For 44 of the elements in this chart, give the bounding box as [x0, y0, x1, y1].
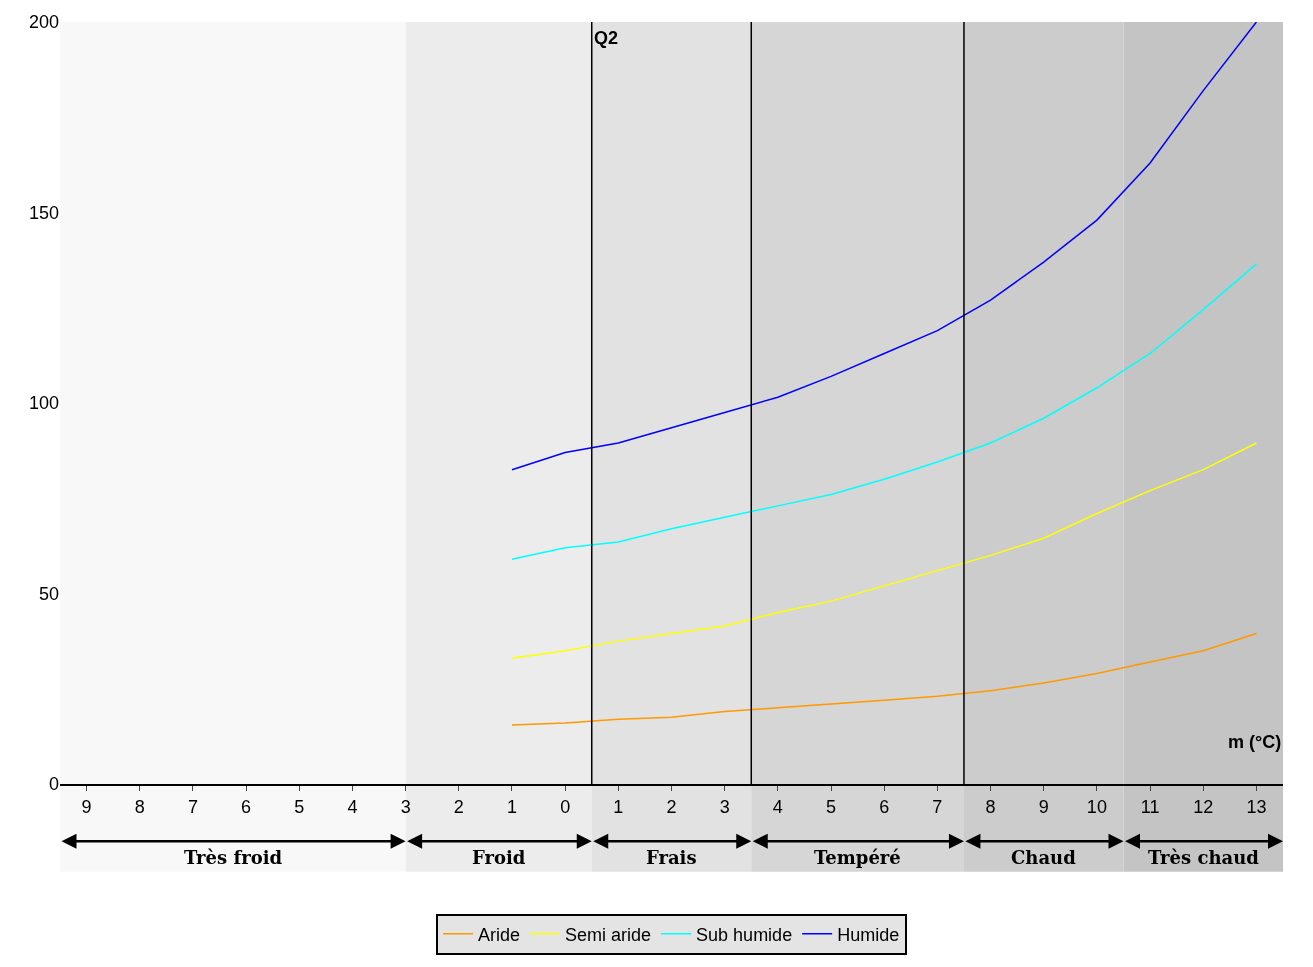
y-tick-label: 0: [48, 774, 59, 795]
x-tick-label: 1: [506, 796, 517, 817]
y-tick-label: 200: [28, 12, 59, 33]
x-tick-label: 4: [347, 796, 358, 817]
x-tick-label: 3: [400, 796, 411, 817]
line-series: [511, 263, 1258, 560]
x-tick-label: 0: [560, 796, 571, 817]
x-tick-label: 10: [1086, 796, 1107, 817]
line-series: [511, 632, 1258, 726]
line-series: [511, 442, 1258, 660]
x-tick-label: 11: [1140, 796, 1160, 817]
y-axis-title: Q2: [594, 28, 619, 48]
x-tick-label: 4: [772, 796, 783, 817]
band-label: Très chaud: [1148, 847, 1260, 868]
line-series: [511, 22, 1258, 471]
x-tick-label: 2: [453, 796, 464, 817]
x-tick-label: 5: [826, 796, 837, 817]
x-tick-label: 7: [187, 796, 198, 817]
x-tick-label: 8: [134, 796, 145, 817]
x-tick-label: 2: [666, 796, 677, 817]
x-axis-title: m (°C): [1228, 732, 1282, 752]
legend-label: Semi aride: [565, 924, 652, 945]
x-tick-label: 5: [294, 796, 305, 817]
band-label: Frais: [646, 847, 697, 868]
legend-label: Aride: [478, 924, 521, 945]
x-tick-label: 12: [1193, 796, 1214, 817]
x-tick-label: 8: [985, 796, 996, 817]
band-label: Tempéré: [814, 847, 901, 868]
x-tick-label: 9: [81, 796, 92, 817]
x-tick-label: 13: [1246, 796, 1267, 817]
y-tick-label: 150: [28, 202, 59, 223]
x-tick-label: 1: [613, 796, 624, 817]
y-tick-label: 100: [28, 393, 59, 414]
x-tick-label: 6: [879, 796, 890, 817]
legend-label: Sub humide: [696, 924, 793, 945]
y-tick-label: 50: [38, 583, 59, 604]
band-label: Très froid: [184, 847, 283, 868]
x-tick-label: 6: [241, 796, 252, 817]
x-tick-label: 3: [719, 796, 730, 817]
legend-label: Humide: [837, 924, 900, 945]
band-label: Chaud: [1011, 847, 1077, 868]
x-tick-label: 7: [932, 796, 943, 817]
band-label: Froid: [472, 847, 526, 868]
x-tick-label: 9: [1038, 796, 1049, 817]
